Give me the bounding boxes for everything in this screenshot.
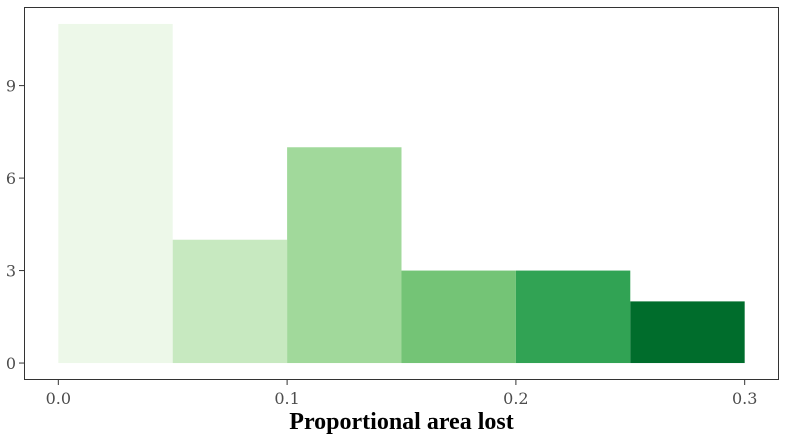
x-tick-label: 0.0 xyxy=(46,389,71,408)
y-tick-label: 3 xyxy=(6,262,16,281)
x-axis: 0.0 0.1 0.2 0.3 xyxy=(46,380,757,408)
x-axis-title: Proportional area lost xyxy=(289,409,513,435)
y-axis: 0 3 6 9 xyxy=(6,77,24,373)
histogram-bar-4 xyxy=(401,270,516,364)
histogram-bar-3 xyxy=(287,147,402,364)
histogram-bar-6 xyxy=(630,301,745,364)
y-tick-label: 0 xyxy=(6,354,16,373)
histogram-bar-5 xyxy=(515,270,631,364)
x-tick-label: 0.2 xyxy=(503,389,528,408)
plot-panel-border xyxy=(24,7,779,380)
x-tick-label: 0.3 xyxy=(732,389,757,408)
bars-group xyxy=(58,23,745,364)
y-tick-label: 9 xyxy=(6,77,16,96)
x-tick-label: 0.1 xyxy=(274,389,299,408)
histogram-bar-2 xyxy=(172,239,288,364)
histogram-bar-1 xyxy=(58,23,173,364)
y-tick-label: 6 xyxy=(6,169,16,188)
